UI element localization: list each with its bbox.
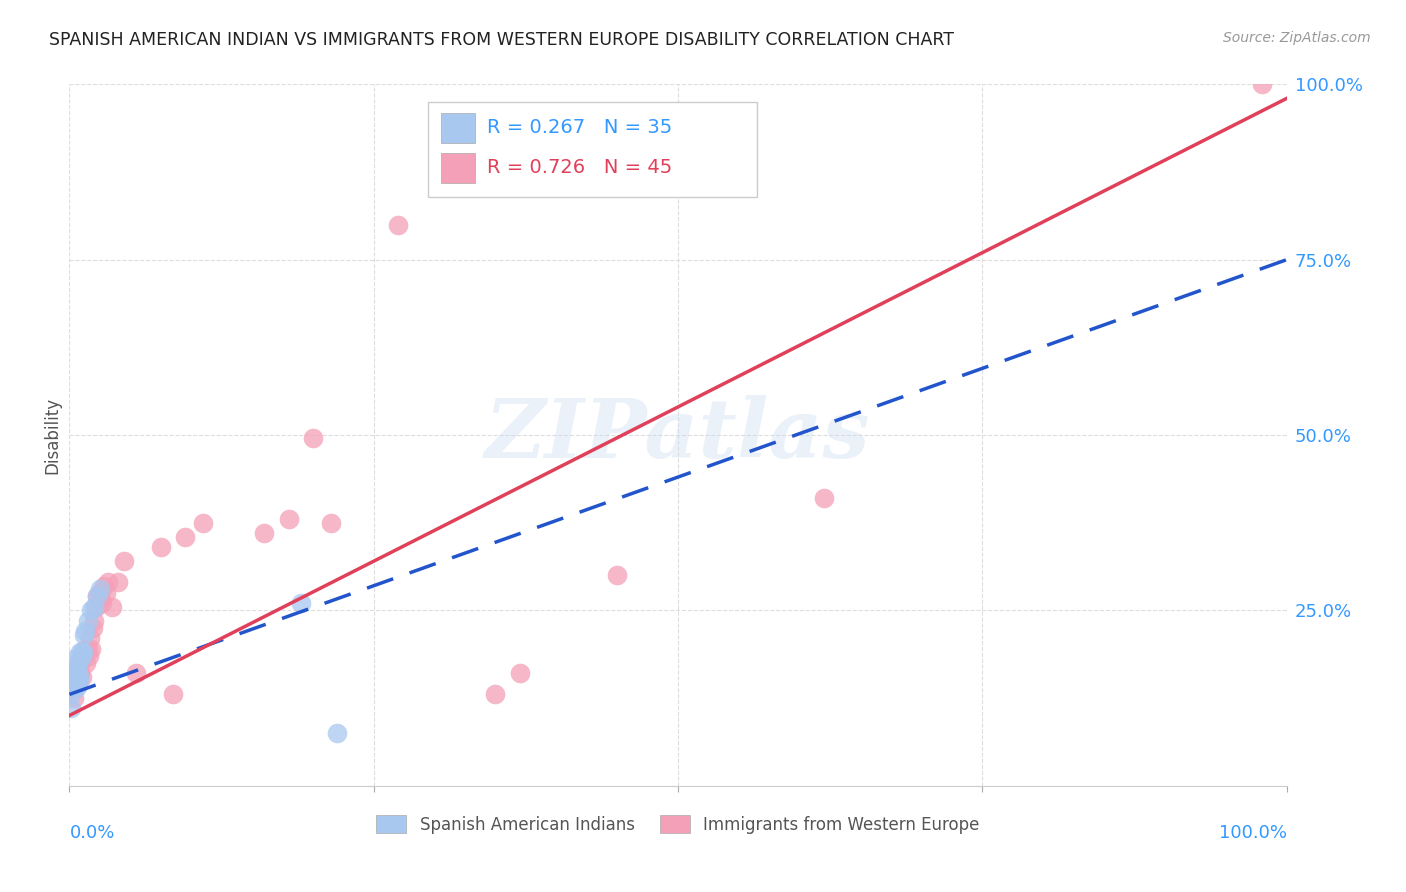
- Point: [76, 656, 98, 670]
- Text: SPANISH AMERICAN INDIAN VS IMMIGRANTS FROM WESTERN EUROPE DISABILITY CORRELATION: SPANISH AMERICAN INDIAN VS IMMIGRANTS FR…: [49, 31, 955, 49]
- Point: [80, 641, 103, 656]
- Point: [69, 666, 91, 681]
- Point: [66, 677, 89, 691]
- Point: [193, 516, 215, 530]
- Text: R = 0.267   N = 35: R = 0.267 N = 35: [486, 119, 672, 137]
- Point: [89, 582, 111, 597]
- Point: [70, 670, 93, 684]
- Text: Source: ZipAtlas.com: Source: ZipAtlas.com: [1223, 31, 1371, 45]
- Point: [67, 659, 90, 673]
- Text: 0.0%: 0.0%: [69, 824, 115, 842]
- Point: [75, 641, 97, 656]
- Point: [813, 491, 835, 505]
- Point: [86, 589, 108, 603]
- Point: [86, 589, 108, 603]
- Point: [59, 701, 82, 715]
- Point: [70, 652, 93, 666]
- Point: [62, 681, 84, 695]
- Point: [62, 666, 84, 681]
- Point: [70, 648, 93, 663]
- Point: [277, 512, 299, 526]
- Text: 100.0%: 100.0%: [1219, 824, 1286, 842]
- Point: [606, 568, 628, 582]
- Point: [69, 652, 91, 666]
- Point: [101, 599, 124, 614]
- FancyBboxPatch shape: [440, 113, 475, 143]
- Point: [65, 670, 87, 684]
- Text: ZIPatlas: ZIPatlas: [485, 395, 870, 475]
- Point: [387, 218, 409, 232]
- Point: [83, 614, 105, 628]
- FancyBboxPatch shape: [429, 102, 756, 196]
- Point: [76, 641, 98, 656]
- Point: [67, 670, 90, 684]
- Point: [66, 670, 89, 684]
- Point: [72, 648, 94, 663]
- Point: [62, 681, 84, 695]
- Point: [93, 579, 115, 593]
- Point: [91, 596, 114, 610]
- Point: [162, 687, 184, 701]
- Point: [321, 516, 343, 530]
- Point: [1251, 78, 1274, 92]
- Point: [125, 666, 148, 681]
- Point: [82, 621, 104, 635]
- Point: [76, 614, 98, 628]
- Point: [69, 645, 91, 659]
- Point: [60, 670, 83, 684]
- Point: [80, 603, 103, 617]
- Point: [72, 645, 94, 659]
- Point: [97, 575, 120, 590]
- Point: [59, 687, 82, 701]
- Point: [70, 645, 93, 659]
- Point: [112, 554, 135, 568]
- Point: [62, 673, 84, 688]
- Point: [290, 596, 312, 610]
- Point: [63, 670, 86, 684]
- Point: [509, 666, 531, 681]
- Point: [65, 666, 87, 681]
- Point: [66, 666, 89, 681]
- Point: [66, 659, 89, 673]
- Y-axis label: Disability: Disability: [44, 396, 60, 474]
- Point: [149, 540, 172, 554]
- Point: [65, 666, 87, 681]
- Point: [63, 652, 86, 666]
- Point: [84, 599, 107, 614]
- FancyBboxPatch shape: [440, 153, 475, 183]
- Point: [107, 575, 129, 590]
- Point: [94, 586, 117, 600]
- Point: [73, 645, 96, 659]
- Point: [67, 673, 90, 688]
- Point: [79, 632, 101, 646]
- Point: [89, 586, 111, 600]
- Point: [77, 648, 100, 663]
- Point: [302, 432, 325, 446]
- Point: [65, 677, 87, 691]
- Point: [66, 681, 89, 695]
- Legend: Spanish American Indians, Immigrants from Western Europe: Spanish American Indians, Immigrants fro…: [370, 809, 986, 840]
- Point: [66, 670, 89, 684]
- Point: [75, 624, 97, 639]
- Point: [83, 599, 105, 614]
- Point: [174, 530, 197, 544]
- Point: [63, 690, 86, 705]
- Point: [60, 677, 83, 691]
- Point: [66, 659, 89, 673]
- Point: [90, 592, 112, 607]
- Point: [66, 670, 89, 684]
- Point: [484, 687, 506, 701]
- Text: R = 0.726   N = 45: R = 0.726 N = 45: [486, 159, 672, 178]
- Point: [67, 652, 90, 666]
- Point: [253, 526, 276, 541]
- Point: [73, 628, 96, 642]
- Point: [326, 726, 349, 740]
